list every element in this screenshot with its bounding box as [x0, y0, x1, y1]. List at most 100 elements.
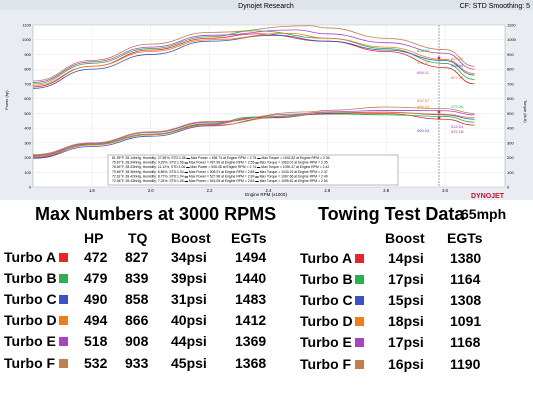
torque-marker-label: 933.57 [417, 60, 430, 65]
tq-value: 858 [125, 291, 149, 307]
y-tick-label-right: 900 [507, 52, 514, 57]
torque-line-3 [32, 34, 475, 89]
tq-value: 866 [125, 312, 149, 328]
legend-entry: 75.67°F, 28.34inHg, Humidity: 9.29%, STD… [112, 161, 328, 165]
y-tick-label: 200 [24, 155, 31, 160]
x-tick-label: 2.4 [266, 188, 272, 193]
hp-marker-label: 479.26 [451, 104, 464, 109]
turbo-name: Turbo A [4, 249, 57, 265]
egt-value: 1494 [235, 249, 267, 265]
y-tick-label: 1000 [22, 37, 32, 42]
y-tick-label-right: 1000 [507, 37, 517, 42]
y-axis-label-right: Torque (lb-ft) [523, 100, 528, 123]
towing-speed: 65mph [461, 206, 507, 222]
towing-boost-value: 17psi [388, 334, 424, 350]
y-tick-label-right: 600 [507, 96, 514, 101]
hp-value: 532 [84, 355, 108, 371]
hp-line-4 [32, 111, 475, 158]
turbo-name: Turbo B [4, 270, 57, 286]
towing-turbo-name: Turbo C [300, 292, 353, 308]
towing-egt-value: 1308 [450, 292, 482, 308]
table-header: TQ [128, 230, 148, 246]
boost-value: 40psi [171, 312, 207, 328]
y-tick-label-right: 200 [507, 155, 514, 160]
y-tick-label: 900 [24, 52, 31, 57]
color-swatch [59, 274, 68, 283]
cf-label: CF: STD Smoothing: 5 [460, 3, 531, 10]
color-swatch [59, 359, 68, 368]
turbo-name: Turbo C [4, 291, 57, 307]
y-tick-label: 800 [24, 67, 31, 72]
legend-entry: 81.95°F, 28.14inHg, Humidity: 27.59%, ST… [112, 156, 330, 160]
legend-entry: 79.66°F, 28.36inHg, Humidity: 6.86%, STD… [112, 170, 328, 174]
hp-value: 490 [84, 291, 108, 307]
egt-value: 1440 [235, 270, 267, 286]
hp-line-2 [32, 113, 475, 157]
tq-value: 908 [125, 333, 149, 349]
torque-line-6 [32, 25, 475, 82]
y-tick-label: 500 [24, 111, 31, 116]
towing-turbo-name: Turbo B [300, 271, 353, 287]
towing-egt-value: 1380 [450, 250, 482, 266]
towing-color-swatch [355, 254, 364, 263]
towing-color-swatch [355, 296, 364, 305]
y-tick-label-right: 100 [507, 170, 514, 175]
towing-egt-value: 1190 [450, 356, 481, 372]
turbo-name: Turbo D [4, 312, 57, 328]
y-tick-label: 700 [24, 81, 31, 86]
egt-value: 1368 [235, 355, 267, 371]
boost-value: 34psi [171, 249, 207, 265]
y-tick-label: 300 [24, 140, 31, 145]
y-ticks: 0 0 100 100 200 200 300 300 400 400 500 500 600 600 70… [22, 23, 517, 190]
tq-value: 839 [125, 270, 149, 286]
y-tick-label-right: 1100 [507, 23, 516, 28]
torque-marker-label: 827.34 [451, 75, 464, 80]
hp-value: 518 [84, 333, 108, 349]
x-tick-label: 2.8 [383, 188, 389, 193]
hp-marker-label: 472.18 [451, 129, 464, 134]
towing-turbo-name: Turbo F [300, 356, 352, 372]
towing-turbo-name: Turbo D [300, 313, 353, 329]
max-numbers-title: Max Numbers at 3000 RPMS [35, 204, 277, 224]
x-tick-label: 1.8 [89, 188, 95, 193]
x-ticks: 1.8 2.0 2.2 2.4 2.6 2.8 3.0 [89, 188, 449, 193]
table-header: HP [84, 230, 104, 246]
torque-line-2 [32, 30, 475, 85]
towing-boost-value: 15psi [388, 292, 424, 308]
chart-title: Dynojet Research [238, 3, 294, 10]
color-swatch [59, 295, 68, 304]
y-tick-label-right: 400 [507, 126, 514, 131]
dynojet-logo: DYNOJET [471, 193, 505, 200]
hp-marker-label: 494.31 [417, 104, 430, 109]
y-tick-label: 0 [29, 185, 32, 190]
torque-line-4 [32, 32, 475, 86]
towing-boost-value: 17psi [388, 271, 424, 287]
x-tick-label: 2.2 [207, 188, 213, 193]
y-axis-label-left: Power (hp) [4, 90, 9, 110]
legend-box: 81.95°F, 28.14inHg, Humidity: 27.59%, ST… [107, 154, 399, 186]
series-lines [32, 25, 475, 159]
towing-color-swatch [355, 338, 364, 347]
boost-value: 31psi [171, 291, 207, 307]
y-tick-label: 1100 [22, 23, 31, 28]
towing-color-swatch [355, 360, 364, 369]
towing-turbo-name: Turbo A [300, 250, 353, 266]
chart-titlebar [0, 0, 533, 10]
torque-marker-label: 908.43 [451, 63, 464, 68]
towing-color-swatch [355, 275, 364, 284]
table-header: EGTs [231, 230, 267, 246]
x-axis-label: Engine RPM (x1000) [245, 192, 287, 197]
legend-entry: 72.94°F, 28.43inHg, Humidity: 7.24%, STD… [112, 179, 328, 183]
towing-boost-value: 18psi [388, 313, 424, 329]
x-tick-label: 2.6 [324, 188, 330, 193]
y-tick-label-right: 700 [507, 81, 514, 86]
tq-value: 827 [125, 249, 149, 265]
color-swatch [59, 253, 68, 262]
torque-line-5 [32, 29, 475, 83]
boost-value: 45psi [171, 355, 207, 371]
egt-value: 1412 [235, 312, 267, 328]
color-swatch [59, 316, 68, 325]
hp-marker-label: 532.97 [417, 98, 430, 103]
y-tick-label-right: 800 [507, 67, 514, 72]
